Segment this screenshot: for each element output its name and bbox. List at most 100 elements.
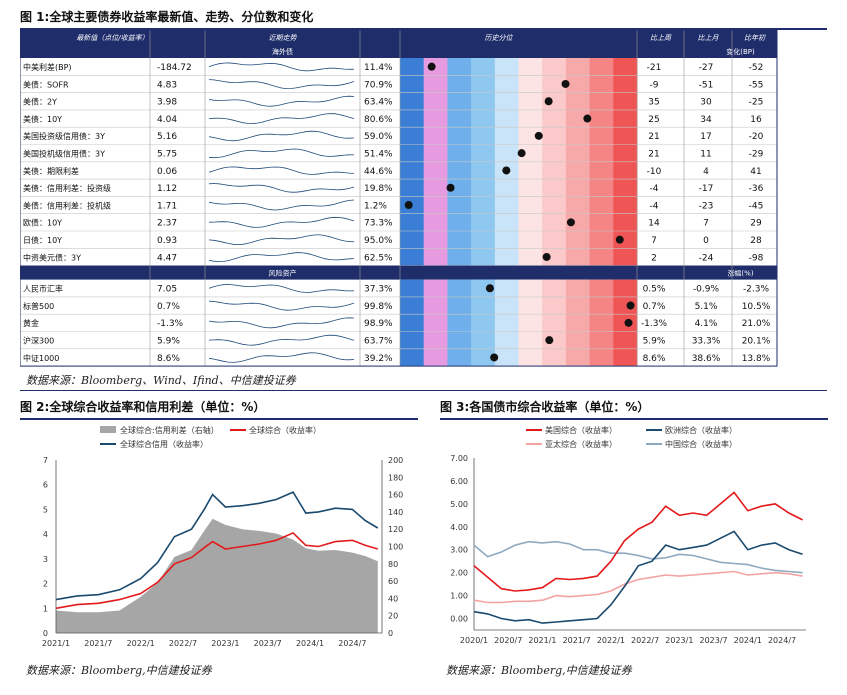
- row-vs-week: 0.5%: [643, 285, 666, 295]
- y-right-tick-label: 180: [388, 473, 403, 482]
- y-tick-label: 3.00: [450, 546, 468, 555]
- fig1-title-rule: [20, 28, 827, 30]
- row-percentile: 37.3%: [364, 285, 393, 295]
- y-left-tick-label: 6: [43, 481, 48, 490]
- row-percentile: 99.8%: [364, 302, 393, 312]
- x-tick-label: 2023/1: [211, 639, 239, 648]
- row-vs-week: -10: [647, 167, 662, 177]
- row-name: 美国投机级信用债：3Y: [23, 149, 105, 159]
- fig2-title: 图 2:全球综合收益率和信用利差（单位：%）: [20, 400, 266, 414]
- series-line-1: [473, 530, 803, 624]
- row-vs-month: 11: [700, 150, 711, 160]
- row-sparkline: [208, 199, 355, 211]
- row-latest-value: 3.98: [157, 98, 177, 108]
- row-sparkline: [208, 252, 355, 263]
- row-latest-value: 5.16: [157, 132, 177, 142]
- row-latest-value: 1.71: [157, 201, 177, 211]
- legend-label-2: 亚太综合（收益率）: [545, 439, 617, 449]
- row-percentile-marker: [542, 252, 551, 261]
- row-vs-ytd: 20.1%: [742, 337, 771, 347]
- row-vs-ytd: 10.5%: [742, 302, 771, 312]
- y-right-tick-label: 20: [388, 612, 398, 621]
- row-percentile-marker: [624, 318, 633, 327]
- row-vs-week: -4: [650, 184, 659, 194]
- y-tick-label: 2.00: [450, 569, 468, 578]
- row-percentile-marker: [502, 166, 511, 175]
- row-percentile-marker: [427, 62, 436, 71]
- row-percentile: 63.7%: [364, 337, 393, 347]
- row-vs-month: 0: [703, 236, 709, 246]
- row-vs-ytd: -52: [749, 63, 764, 73]
- row-percentile-marker: [490, 353, 499, 362]
- row-vs-week: 0.7%: [643, 302, 666, 312]
- row-vs-ytd: 21.0%: [742, 319, 771, 329]
- row-percentile-marker: [561, 79, 570, 88]
- series-line-3: [473, 540, 803, 574]
- row-name: 中美利差(BP): [23, 62, 72, 72]
- row-vs-week: 35: [648, 98, 659, 108]
- row-vs-week: -21: [647, 63, 662, 73]
- row-name: 美债：SOFR: [23, 79, 69, 89]
- y-right-tick-label: 100: [388, 543, 403, 552]
- series-line-0: [473, 491, 803, 592]
- row-vs-ytd: 16: [750, 115, 762, 125]
- y-left-tick-label: 3: [43, 555, 48, 564]
- row-percentile-marker: [485, 284, 494, 293]
- row-vs-week: -1.3%: [641, 319, 668, 329]
- row-vs-week: 7: [651, 236, 657, 246]
- row-percentile-marker: [446, 183, 455, 192]
- row-name: 欧债：10Y: [23, 218, 62, 228]
- y-right-tick-label: 80: [388, 560, 398, 569]
- row-latest-value: -1.3%: [157, 319, 184, 329]
- row-vs-ytd: -45: [749, 201, 764, 211]
- x-tick-label: 2023/1: [665, 636, 693, 645]
- y-right-tick-label: 160: [388, 491, 403, 500]
- series-global-credit-yield-line: [55, 491, 379, 601]
- legend-label-yield: 全球综合（收益率）: [249, 425, 321, 435]
- row-vs-week: 21: [648, 150, 659, 160]
- row-latest-value: 4.83: [157, 80, 177, 90]
- row-percentile-marker: [544, 97, 553, 106]
- row-percentile-marker: [583, 114, 592, 123]
- section-change-label: 涨幅(%): [727, 269, 753, 278]
- row-sparkline: [208, 183, 355, 193]
- row-vs-week: -4: [650, 201, 659, 211]
- row-sparkline: [208, 284, 355, 293]
- legend-label-1: 欧洲综合（收益率）: [665, 425, 737, 435]
- y-right-tick-label: 140: [388, 508, 403, 517]
- header-w: 比上周: [650, 34, 672, 42]
- row-name: 美国投资级信用债：3Y: [23, 131, 105, 141]
- row-vs-ytd: -55: [749, 80, 764, 90]
- row-vs-week: 14: [648, 219, 660, 229]
- row-vs-week: 5.9%: [643, 337, 666, 347]
- row-percentile-marker: [517, 149, 526, 158]
- row-percentile: 70.9%: [364, 80, 393, 90]
- section-label: 风险资产: [269, 269, 297, 278]
- percentile-band: [423, 279, 448, 367]
- row-vs-ytd: -36: [749, 184, 764, 194]
- x-tick-label: 2022/7: [169, 639, 197, 648]
- row-name: 美债：10Y: [23, 114, 62, 124]
- percentile-band: [471, 279, 496, 367]
- section-bar: [20, 44, 777, 58]
- x-tick-label: 2022/7: [631, 636, 659, 645]
- y-right-tick-label: 40: [388, 594, 398, 603]
- fig3-chart: 美国综合（收益率） 欧洲综合（收益率） 亚太综合（收益率） 中国综合（收益率） 0.00…: [450, 425, 806, 645]
- row-sparkline: [208, 216, 355, 228]
- row-percentile-marker: [566, 218, 575, 227]
- row-vs-month: -24: [699, 253, 714, 263]
- row-vs-month: 4: [703, 167, 709, 177]
- row-latest-value: 5.9%: [157, 337, 180, 347]
- x-tick-label: 2021/7: [563, 636, 591, 645]
- y-right-tick-label: 120: [388, 525, 403, 534]
- row-percentile: 73.3%: [364, 219, 393, 229]
- fig3-source: 数据来源：Bloomberg,中信建投证券: [446, 664, 632, 677]
- row-name: 人民币汇率: [23, 284, 63, 294]
- fig2-title-rule: [20, 418, 418, 420]
- fig3-title: 图 3:各国债市综合收益率（单位：%）: [440, 400, 650, 414]
- percentile-band: [494, 279, 519, 367]
- row-vs-ytd: 28: [750, 236, 762, 246]
- row-percentile: 63.4%: [364, 98, 393, 108]
- row-latest-value: 1.12: [157, 184, 177, 194]
